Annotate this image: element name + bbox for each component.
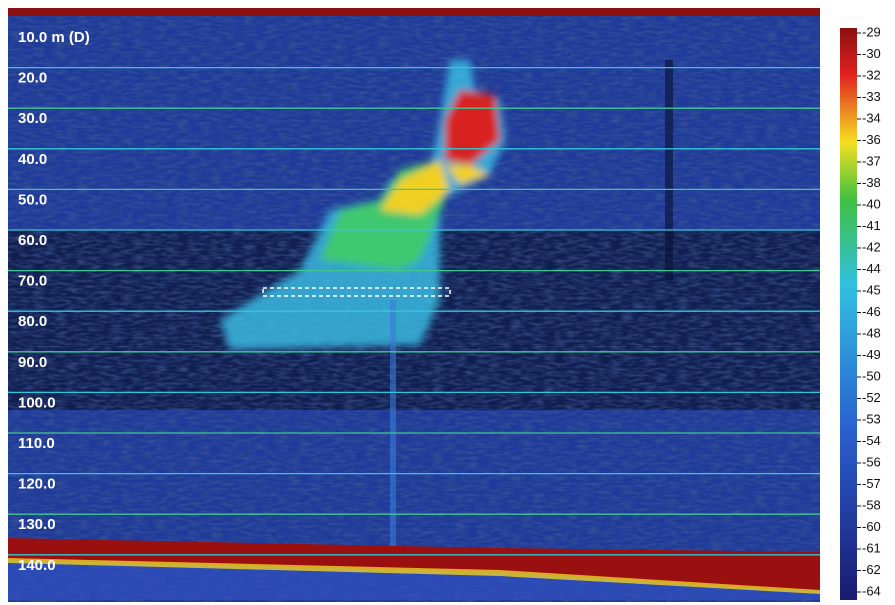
scale-label: -46 xyxy=(862,304,881,319)
selection-box xyxy=(262,287,451,297)
depth-label: 30.0 xyxy=(18,110,47,127)
scale-label: -49 xyxy=(862,347,881,362)
depth-label: 50.0 xyxy=(18,191,47,208)
scale-label: -44 xyxy=(862,261,881,276)
scale-label: -57 xyxy=(862,476,881,491)
scale-label: -34 xyxy=(862,110,881,125)
scale-label: -40 xyxy=(862,196,881,211)
scale-label: -60 xyxy=(862,519,881,534)
scale-label: -58 xyxy=(862,497,881,512)
scale-label: -30 xyxy=(862,46,881,61)
depth-label: 80.0 xyxy=(18,313,47,330)
scale-label: -62 xyxy=(862,562,881,577)
scale-label: -32 xyxy=(862,67,881,82)
depth-label: 20.0 xyxy=(18,70,47,87)
scale-label: -41 xyxy=(862,218,881,233)
color-scale xyxy=(840,28,857,600)
scale-label: -29 xyxy=(862,24,881,39)
depth-label: 10.0 m (D) xyxy=(18,29,90,46)
depth-label: 130.0 xyxy=(18,516,56,533)
scale-label: -64 xyxy=(862,583,881,598)
scale-label: -53 xyxy=(862,411,881,426)
depth-label: 60.0 xyxy=(18,232,47,249)
depth-label: 40.0 xyxy=(18,151,47,168)
depth-label: 140.0 xyxy=(18,557,56,574)
depth-label: 100.0 xyxy=(18,394,56,411)
scale-label: -56 xyxy=(862,454,881,469)
scale-label: -42 xyxy=(862,239,881,254)
depth-label: 110.0 xyxy=(18,435,55,452)
scale-label: -52 xyxy=(862,390,881,405)
scale-label: -54 xyxy=(862,433,881,448)
depth-label: 70.0 xyxy=(18,273,47,290)
scale-label: -61 xyxy=(862,540,881,555)
scale-label: -37 xyxy=(862,153,881,168)
scale-label: -50 xyxy=(862,368,881,383)
scale-label: -38 xyxy=(862,175,881,190)
scale-label: -48 xyxy=(862,325,881,340)
scale-label: -36 xyxy=(862,132,881,147)
scale-label: -33 xyxy=(862,89,881,104)
depth-label: 120.0 xyxy=(18,476,56,493)
depth-label: 90.0 xyxy=(18,354,47,371)
scale-label: -45 xyxy=(862,282,881,297)
echogram: 10.0 m (D) 20.0 30.0 40.0 50.0 60.0 70.0 80.0 90… xyxy=(8,8,820,602)
